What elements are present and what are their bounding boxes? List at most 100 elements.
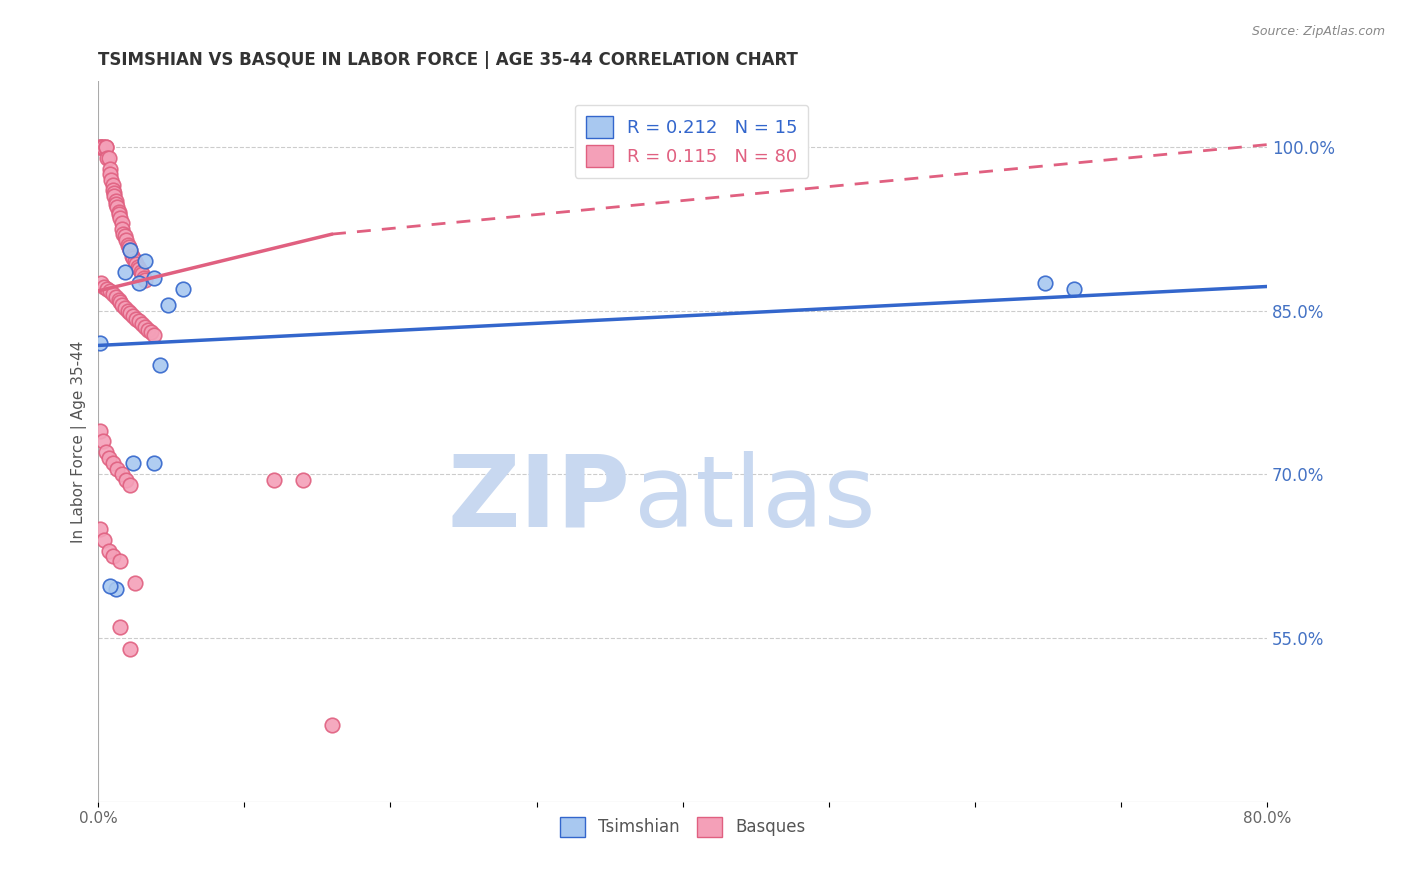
Point [149, 358, 172, 372]
Point [96, 151, 118, 165]
Point [120, 641, 142, 656]
Point [132, 270, 155, 285]
Point [104, 582, 127, 596]
Point [100, 172, 122, 186]
Point [103, 186, 125, 200]
Point [89, 424, 111, 438]
Point [128, 262, 150, 277]
Point [157, 298, 180, 312]
Point [105, 200, 128, 214]
Point [111, 216, 134, 230]
Point [107, 207, 129, 221]
Point [131, 268, 153, 282]
Point [105, 461, 128, 475]
Point [121, 249, 143, 263]
Point [1033, 277, 1056, 291]
Point [91, 434, 114, 449]
Point [1063, 282, 1085, 296]
Point [97, 450, 120, 465]
Point [101, 456, 124, 470]
Point [98, 284, 121, 298]
Point [115, 473, 138, 487]
Point [120, 244, 142, 258]
Point [93, 279, 115, 293]
Point [134, 319, 156, 334]
Point [110, 211, 132, 225]
Point [107, 205, 129, 219]
Y-axis label: In Labor Force | Age 35-44: In Labor Force | Age 35-44 [72, 340, 87, 542]
Point [134, 273, 156, 287]
Text: atlas: atlas [634, 450, 875, 548]
Point [124, 576, 146, 591]
Text: ZIP: ZIP [447, 450, 630, 548]
Point [104, 194, 127, 209]
Point [98, 578, 121, 592]
Point [122, 309, 145, 323]
Point [139, 326, 162, 340]
Point [117, 303, 139, 318]
Point [101, 178, 124, 192]
Point [122, 456, 145, 470]
Point [127, 260, 149, 274]
Point [120, 478, 142, 492]
Point [103, 189, 125, 203]
Point [98, 161, 121, 176]
Point [91, 140, 114, 154]
Point [89, 336, 111, 351]
Point [321, 718, 343, 732]
Point [142, 456, 165, 470]
Point [94, 140, 117, 154]
Point [104, 290, 127, 304]
Point [90, 277, 112, 291]
Point [101, 549, 124, 563]
Point [114, 229, 136, 244]
Point [134, 254, 156, 268]
Point [89, 140, 111, 154]
Point [96, 282, 118, 296]
Point [111, 467, 134, 482]
Point [129, 265, 152, 279]
Point [122, 251, 145, 265]
Point [142, 270, 165, 285]
Point [93, 533, 115, 547]
Point [97, 543, 120, 558]
Point [89, 522, 111, 536]
Point [115, 233, 138, 247]
Point [125, 312, 148, 326]
Point [112, 227, 135, 241]
Point [101, 184, 124, 198]
Point [172, 282, 194, 296]
Text: TSIMSHIAN VS BASQUE IN LABOR FORCE | AGE 35-44 CORRELATION CHART: TSIMSHIAN VS BASQUE IN LABOR FORCE | AGE… [98, 51, 799, 69]
Point [128, 277, 150, 291]
Point [136, 323, 159, 337]
Point [114, 265, 136, 279]
Text: Source: ZipAtlas.com: Source: ZipAtlas.com [1251, 25, 1385, 38]
Point [98, 167, 121, 181]
Point [131, 317, 153, 331]
Point [90, 140, 112, 154]
Point [118, 240, 141, 254]
Point [120, 306, 142, 320]
Point [101, 287, 124, 301]
Point [125, 257, 148, 271]
Point [94, 445, 117, 459]
Point [110, 294, 132, 309]
Point [128, 314, 150, 328]
Point [142, 327, 165, 342]
Point [104, 196, 127, 211]
Legend: Tsimshian, Basques: Tsimshian, Basques [554, 810, 811, 844]
Point [94, 140, 117, 154]
Point [291, 473, 314, 487]
Point [97, 151, 120, 165]
Point [124, 254, 146, 268]
Point [89, 140, 111, 154]
Point [110, 554, 132, 568]
Point [110, 620, 132, 634]
Point [117, 238, 139, 252]
Point [263, 473, 285, 487]
Point [114, 301, 136, 316]
Point [111, 298, 134, 312]
Point [120, 244, 142, 258]
Point [107, 293, 129, 307]
Point [91, 140, 114, 154]
